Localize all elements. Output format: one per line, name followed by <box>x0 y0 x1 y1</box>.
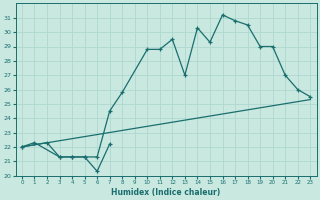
X-axis label: Humidex (Indice chaleur): Humidex (Indice chaleur) <box>111 188 221 197</box>
